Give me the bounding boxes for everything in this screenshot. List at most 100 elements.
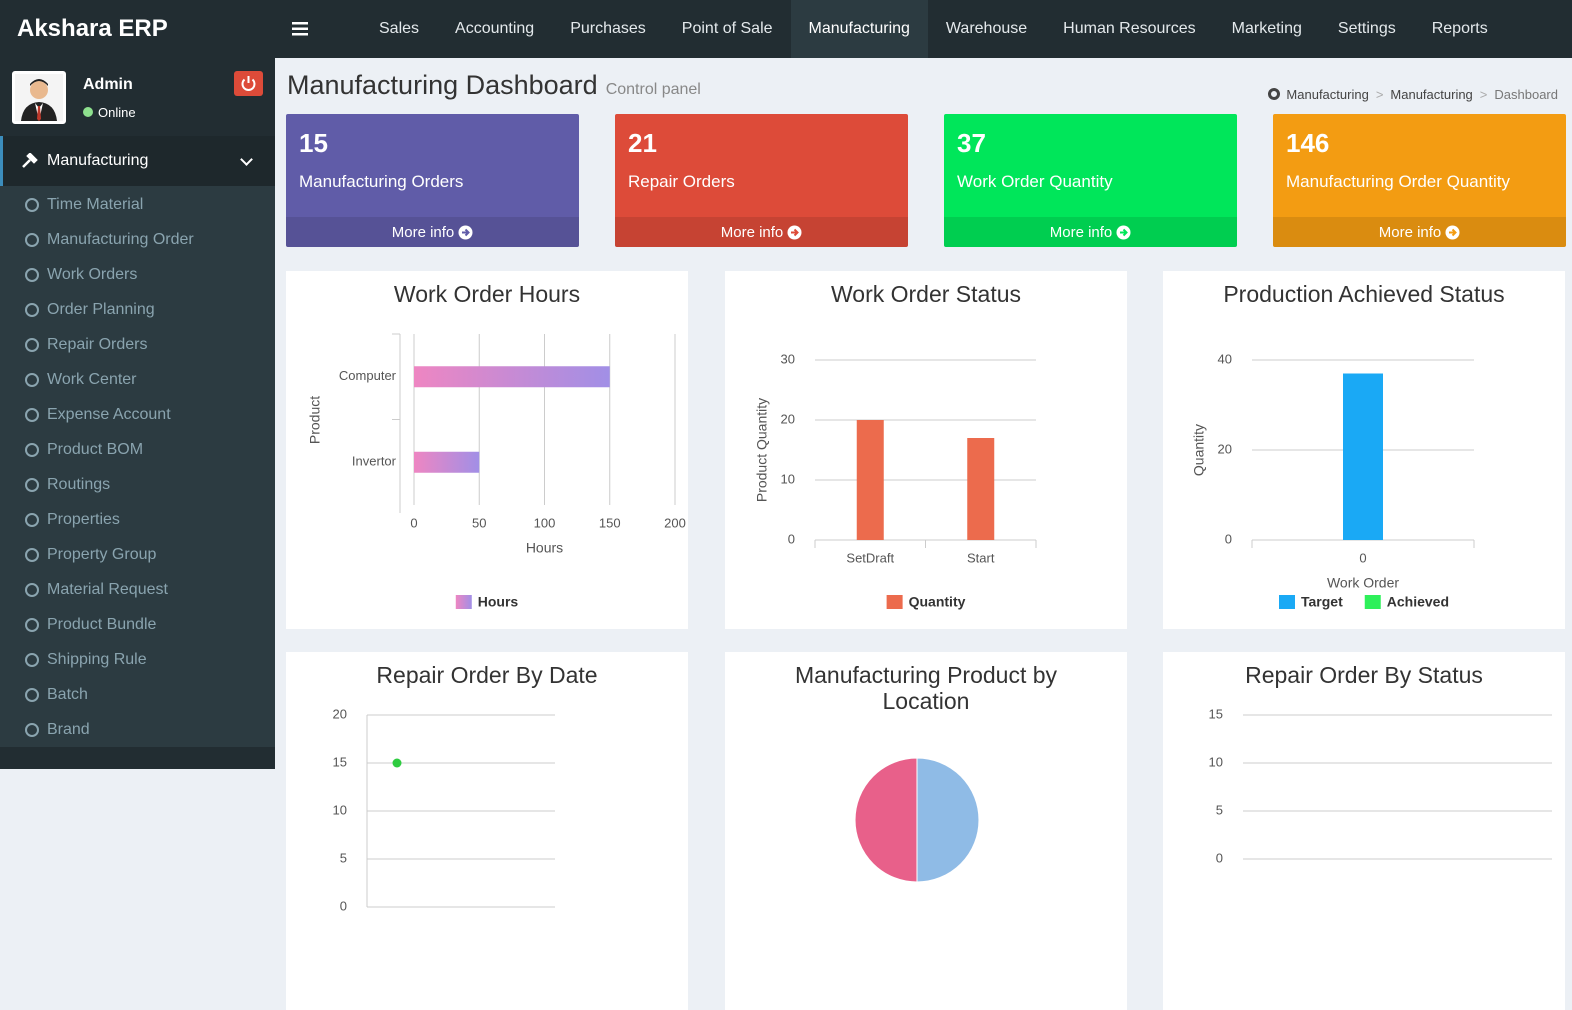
bar (414, 451, 480, 473)
nav-item[interactable]: Warehouse (945, 20, 1028, 37)
item-icon (25, 407, 39, 422)
legend-item: Hours (455, 594, 518, 610)
legend-swatch (1364, 595, 1381, 609)
sidebar-active-menu[interactable]: Manufacturing (0, 136, 275, 186)
chart: 0 5 10 15 20 (333, 706, 555, 913)
breadcrumb-item[interactable]: Manufacturing (1286, 87, 1369, 102)
breadcrumb-separator: > (1375, 87, 1384, 102)
sidebar-item[interactable]: Batch (0, 677, 275, 712)
sidebar-item[interactable]: Product BOM (0, 432, 275, 467)
y-tick-label: 30 (781, 351, 795, 366)
breadcrumb-item[interactable]: Manufacturing (1390, 87, 1473, 102)
y-tick-label: 20 (1218, 441, 1232, 456)
sidebar-item[interactable]: Manufacturing Order (0, 222, 275, 257)
sidebar-submenu: Time Material Manufacturing Order Work Ord… (0, 186, 275, 747)
sidebar-item[interactable]: Work Center (0, 362, 275, 397)
breadcrumb-icon (1268, 88, 1281, 100)
nav-item[interactable]: Point of Sale (681, 20, 773, 37)
x-tick-label: 0 (1359, 550, 1366, 565)
breadcrumb-item[interactable]: Dashboard (1494, 87, 1558, 102)
sidebar-item[interactable]: Time Material (0, 187, 275, 222)
x-tick-label: SetDraft (846, 550, 894, 565)
y-tick-label: 0 (340, 898, 347, 913)
item-label: Material Request (47, 580, 168, 598)
nav-item[interactable]: Accounting (455, 20, 535, 37)
nav-item[interactable]: Marketing (1231, 20, 1302, 37)
x-tick-label: 150 (599, 515, 621, 530)
sidebar-item[interactable]: Expense Account (0, 397, 275, 432)
item-icon (25, 337, 39, 352)
chart: 0 10 20 30 SetDraft Start Product Quantity Quan… (754, 351, 1037, 610)
y-tick-label: 40 (1218, 351, 1232, 366)
x-tick-label: 200 (664, 515, 686, 530)
link-icon (458, 225, 473, 239)
x-axis-label: Work Order (1327, 575, 1399, 591)
link-text: More info (720, 223, 784, 241)
item-label: Work Orders (47, 265, 138, 283)
nav-item[interactable]: Manufacturing (790, 0, 928, 58)
pie-slice (916, 757, 980, 883)
info-box-value: 37 (957, 128, 986, 158)
item-label: Manufacturing Order (47, 230, 194, 248)
item-icon (25, 617, 39, 632)
y-tick-label: 10 (781, 471, 795, 486)
legend-swatch (455, 595, 472, 609)
legend-label: Achieved (1387, 594, 1449, 610)
breadcrumb-separator: > (1479, 87, 1488, 102)
info-box-label: Manufacturing Orders (299, 172, 464, 191)
info-box-value: 15 (299, 128, 328, 158)
link-icon (1445, 225, 1460, 239)
sidebar-item[interactable]: Property Group (0, 537, 275, 572)
sidebar-item[interactable]: Brand (0, 712, 275, 747)
info-box-value: 146 (1286, 128, 1330, 158)
item-icon (25, 477, 39, 492)
nav-item[interactable]: Human Resources (1063, 20, 1196, 37)
y-tick-label: Invertor (352, 454, 397, 469)
nav-item[interactable]: Settings (1337, 20, 1396, 37)
nav-item[interactable]: Purchases (570, 20, 646, 37)
logout-button[interactable] (234, 71, 263, 96)
x-tick-label: 50 (472, 515, 486, 530)
sidebar-item[interactable]: Work Orders (0, 257, 275, 292)
info-box: 15 Manufacturing Orders More info (286, 114, 579, 247)
item-label: Repair Orders (47, 335, 148, 353)
sidebar-item[interactable]: Shipping Rule (0, 642, 275, 677)
info-box-link[interactable]: More info (615, 217, 908, 247)
hamburger-icon[interactable] (292, 22, 308, 36)
sidebar-item[interactable]: Properties (0, 502, 275, 537)
bar (414, 366, 610, 388)
legend-swatch (886, 595, 903, 609)
item-label: Product Bundle (47, 615, 157, 633)
item-label: Properties (47, 510, 120, 528)
chart: 0 50 100 150 200 Computer Invertor Hours Product… (307, 333, 686, 610)
sidebar-item[interactable]: Material Request (0, 572, 275, 607)
breadcrumb: Manufacturing > Manufacturing > Dashboard (1268, 87, 1558, 102)
chart: 0 5 10 15 (1209, 706, 1552, 865)
sidebar-item[interactable]: Product Bundle (0, 607, 275, 642)
item-icon (25, 197, 39, 212)
link-icon (1116, 225, 1131, 239)
item-icon (25, 232, 39, 247)
menu-toggle[interactable] (275, 0, 361, 58)
item-icon (25, 582, 39, 597)
nav-items: Sales Accounting Purchases Point of Sale Man… (361, 0, 1506, 58)
brand[interactable]: Akshara ERP (0, 0, 275, 58)
y-tick-label: 0 (788, 531, 795, 546)
bar (856, 420, 884, 540)
sidebar-item[interactable]: Order Planning (0, 292, 275, 327)
page-subtitle: Control panel (605, 81, 701, 98)
chart-title: Work Order Status (830, 281, 1022, 307)
info-box-link[interactable]: More info (944, 217, 1237, 247)
icon-arrow (791, 228, 800, 236)
info-box-value: 21 (628, 128, 657, 158)
x-tick-label: Start (967, 550, 995, 565)
bar (1343, 373, 1383, 540)
sidebar-item[interactable]: Repair Orders (0, 327, 275, 362)
nav-item[interactable]: Sales (379, 20, 420, 37)
y-tick-label: 20 (781, 411, 795, 426)
info-box-link[interactable]: More info (286, 217, 579, 247)
nav-item[interactable]: Reports (1431, 20, 1488, 37)
y-tick-label: 10 (1209, 754, 1223, 769)
info-box-link[interactable]: More info (1273, 217, 1566, 247)
sidebar-item[interactable]: Routings (0, 467, 275, 502)
